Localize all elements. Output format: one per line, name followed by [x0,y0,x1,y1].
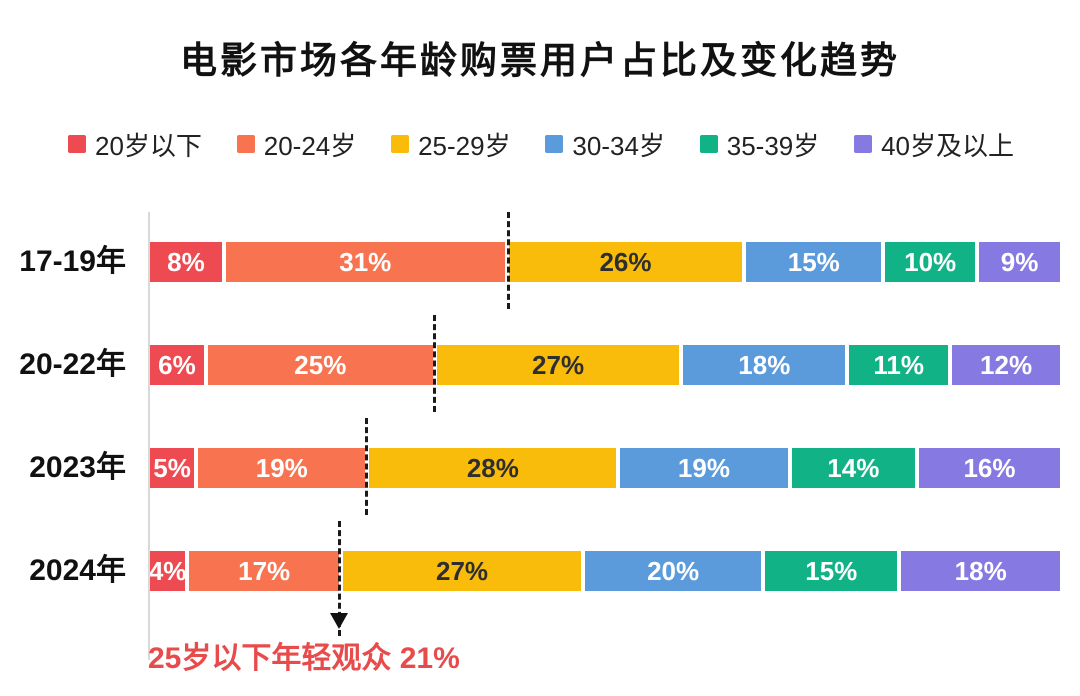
bar-segment: 12% [952,345,1060,385]
legend-swatch-icon [68,135,86,153]
legend-label: 20-24岁 [263,130,357,161]
legend-label: 40岁及以上 [881,130,1014,161]
bar-segment: 19% [198,448,370,488]
legend-swatch-icon [391,135,410,153]
bar-row-2: 2023年 5% 19% 28% 19% 14% 16% [0,448,1080,488]
segment-value-label: 16% [963,452,1016,483]
legend-swatch-icon [854,135,873,153]
legend: 20岁以下 20-24岁 25-29岁 30-34岁 35-39岁 40岁及以上 [68,127,1014,161]
segment-value-label: 12% [980,349,1033,380]
bar-segment: 18% [683,345,850,385]
legend-label: 30-34岁 [572,130,665,161]
bar-row-1: 20-22年 6% 25% 27% 18% 11% 12% [0,345,1080,385]
bar-segment: 18% [901,551,1060,591]
dashed-marker-line [364,418,368,515]
annotation-text: 25岁以下年轻观众 21% [148,642,460,675]
legend-item-2: 25-29岁 [391,126,511,163]
dashed-marker-line [506,212,510,309]
bar-segment: 14% [791,448,919,488]
bar-row-0: 17-19年 8% 31% 26% 15% 10% 9% [0,242,1080,282]
bar-segment: 26% [508,242,747,282]
segment-value-label: 28% [466,452,519,483]
dashed-marker-line [337,521,341,636]
segment-value-label: 14% [827,452,880,483]
segment-value-label: 19% [677,452,730,483]
segment-value-label: 27% [532,349,585,380]
segment-value-label: 20% [647,555,700,586]
segment-value-label: 11% [873,349,924,380]
segment-value-label: 9% [1000,246,1039,277]
legend-item-5: 40岁及以上 [854,126,1014,163]
bar-segment: 16% [919,448,1060,488]
bar-track: 6% 25% 27% 18% 11% 12% [150,345,1060,385]
segment-value-label: 15% [787,246,840,277]
legend-item-4: 35-39岁 [699,126,820,163]
bar-segment: 10% [885,242,980,282]
bar-track: 5% 19% 28% 19% 14% 16% [150,448,1060,488]
bar-segment: 27% [436,345,684,385]
segment-value-label: 6% [158,349,196,380]
row-label: 17-19年 [19,245,126,278]
segment-value-label: 4% [150,555,187,586]
bar-segment: 4% [150,551,190,591]
row-label: 2024年 [29,554,126,587]
bar-segment: 25% [207,345,437,385]
legend-swatch-icon [545,135,564,153]
segment-value-label: 27% [435,555,489,586]
chart-title: 电影市场各年龄购票用户占比及变化趋势 [180,40,900,81]
bar-segment: 5% [150,448,199,488]
legend-label: 35-39岁 [726,130,820,161]
segment-value-label: 26% [599,246,652,277]
bar-segment: 19% [620,448,792,488]
bar-segment: 17% [189,551,344,591]
legend-label: 25-29岁 [418,130,511,161]
bar-segment: 6% [150,345,208,385]
bar-segment: 15% [746,242,886,282]
bar-track: 4% 17% 27% 20% 15% 18% [150,551,1060,591]
dashed-marker-line [433,315,437,412]
legend-item-3: 30-34岁 [545,126,665,163]
bar-track: 8% 31% 26% 15% 10% 9% [150,242,1060,282]
bar-segment: 9% [979,242,1060,282]
segment-value-label: 17% [238,555,291,586]
legend-item-0: 20岁以下 [68,126,202,163]
legend-swatch-icon [699,135,718,153]
segment-value-label: 25% [294,349,347,380]
segment-value-label: 31% [339,246,392,277]
segment-value-label: 5% [153,452,191,483]
legend-label: 20岁以下 [95,130,202,161]
legend-item-1: 20-24岁 [236,126,357,163]
bar-segment: 20% [584,551,766,591]
down-arrow-icon [330,613,349,629]
bar-segment: 31% [225,242,509,282]
segment-value-label: 10% [904,246,957,277]
bar-row-3: 2024年 4% 17% 27% 20% 15% 18% [0,551,1080,591]
row-label: 20-22年 [19,348,126,381]
bar-segment: 27% [343,551,585,591]
y-axis-line [148,212,150,660]
segment-value-label: 18% [954,555,1007,586]
segment-value-label: 19% [255,452,308,483]
legend-swatch-icon [236,135,255,153]
bar-segment: 28% [369,448,621,488]
segment-value-label: 8% [167,246,205,277]
bar-segment: 8% [150,242,226,282]
row-label: 2023年 [29,451,126,484]
bar-segment: 11% [849,345,953,385]
segment-value-label: 18% [738,349,791,380]
bar-segment: 15% [765,551,902,591]
segment-value-label: 15% [805,555,858,586]
